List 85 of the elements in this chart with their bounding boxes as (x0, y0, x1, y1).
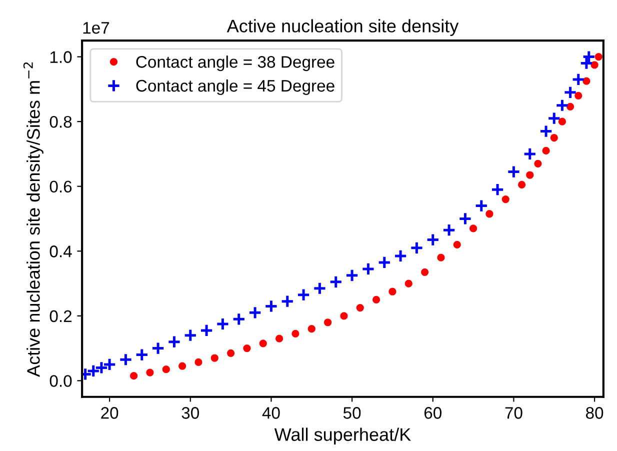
point (426, 232, 440, 247)
legend-label: Contact angle = 38 Degree (136, 56, 334, 72)
point (394, 249, 408, 263)
point (558, 118, 566, 126)
point (324, 318, 332, 326)
point (572, 72, 586, 86)
x-tick-label: 20 (101, 407, 118, 419)
point (404, 280, 412, 288)
y-tick-label: 0.2 (50, 310, 72, 322)
point (340, 312, 348, 320)
point (550, 134, 558, 142)
point (264, 299, 278, 313)
point (329, 275, 343, 289)
point (420, 268, 429, 276)
point (226, 349, 235, 357)
point (534, 160, 542, 168)
point (194, 358, 202, 366)
chart-title: Active nucleation site density (226, 19, 459, 36)
point (542, 146, 550, 155)
point (502, 195, 510, 204)
x-tick-label: 80 (586, 407, 604, 419)
point (216, 317, 230, 331)
point (135, 348, 149, 362)
point (526, 171, 534, 179)
x-tick-label: 50 (343, 407, 361, 419)
point (210, 354, 218, 362)
point (361, 262, 376, 276)
point (130, 372, 138, 380)
point (162, 366, 170, 374)
x-tick-label: 30 (182, 407, 199, 419)
point (372, 296, 380, 304)
point (151, 341, 165, 356)
point (442, 223, 456, 237)
point (388, 288, 396, 296)
x-tick-label: 40 (262, 407, 280, 419)
point (308, 325, 316, 333)
point (345, 268, 359, 282)
y-tick-label: 0.0 (50, 375, 72, 387)
point (539, 124, 553, 138)
point (167, 335, 182, 349)
point (566, 102, 574, 110)
point (243, 344, 251, 352)
text: 1e7 (83, 22, 110, 34)
point (356, 304, 364, 312)
legend-label: Contact angle = 45 Degree (136, 79, 334, 95)
point (378, 256, 392, 270)
point (469, 224, 478, 232)
point (184, 328, 198, 342)
point (594, 52, 602, 61)
x-axis-title: Wall superheat/K (274, 428, 411, 445)
point (280, 294, 294, 308)
point (574, 92, 582, 100)
point (458, 212, 472, 226)
point (474, 198, 488, 213)
y-tick-label: 1.0 (50, 51, 72, 63)
point (453, 240, 461, 248)
x-tick-label: 60 (424, 407, 442, 419)
y-tick-label: 0.4 (50, 246, 72, 258)
point (146, 368, 154, 376)
point (563, 86, 578, 100)
point (437, 254, 445, 262)
y-tick-label: 0.6 (50, 180, 72, 193)
point (547, 112, 561, 126)
point (582, 77, 590, 85)
point (200, 324, 214, 338)
y-axis-title: Active nucleation site density/Sites m$^{−2}$ (23, 62, 44, 377)
point (312, 282, 327, 296)
point (232, 312, 246, 326)
point (178, 362, 186, 370)
point (506, 164, 521, 179)
point (275, 334, 284, 342)
point (248, 306, 262, 320)
point (296, 288, 310, 302)
point (259, 340, 267, 348)
x-tick-label: 70 (505, 407, 522, 419)
point (490, 182, 504, 196)
point (518, 180, 526, 189)
point (555, 98, 570, 112)
point (486, 210, 494, 218)
y-tick-label: 0.8 (50, 116, 72, 128)
point (410, 241, 424, 255)
point (292, 330, 300, 338)
point (118, 352, 133, 366)
point (523, 147, 537, 161)
point (590, 61, 598, 69)
